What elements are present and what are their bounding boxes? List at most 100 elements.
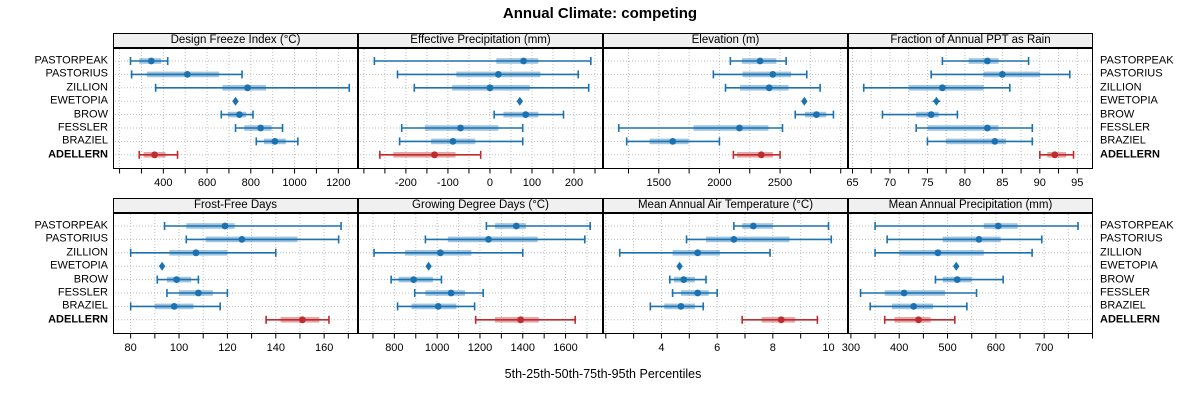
iqr-band xyxy=(503,111,539,118)
median-dot xyxy=(900,289,908,297)
median-dot xyxy=(485,236,492,243)
median-diamond xyxy=(801,96,808,106)
series-elevation-m-zillion xyxy=(724,83,821,92)
iqr-band xyxy=(742,223,773,229)
site-label-right-pastorpeak-row2: PASTORPEAK xyxy=(1100,219,1174,232)
series-effective-precipitation-mm-ewetopia xyxy=(516,96,523,106)
axis-tick-label: 1500 xyxy=(647,177,671,189)
axis-tick-label: 0 xyxy=(487,177,493,189)
median-dot xyxy=(953,276,961,283)
median-dot xyxy=(765,84,773,92)
series-fraction-of-annual-ppt-as-rain-fessler xyxy=(915,124,1034,132)
axis-tick-label: 160 xyxy=(315,342,333,354)
iqr-band xyxy=(983,71,1040,78)
axis-tick-label: 1400 xyxy=(511,342,535,354)
axis-tick-label: 100 xyxy=(170,342,188,354)
axis-tick-label: 140 xyxy=(267,342,285,354)
median-dot xyxy=(991,138,999,145)
median-dot xyxy=(221,222,229,230)
median-dot xyxy=(777,316,785,324)
series-growing-degree-days-c-braziel xyxy=(396,302,476,311)
axis-tick-label: 4 xyxy=(658,342,664,354)
median-dot xyxy=(434,303,442,310)
site-label-right-braziel-row1: BRAZIEL xyxy=(1100,134,1146,147)
median-dot xyxy=(934,249,942,257)
median-dot xyxy=(1051,151,1059,159)
series-fraction-of-annual-ppt-as-rain-ewetopia xyxy=(932,96,941,106)
axis-tick-label: 120 xyxy=(218,342,236,354)
series-growing-degree-days-c-zillion xyxy=(373,248,524,257)
median-dot xyxy=(183,71,191,78)
panel-border xyxy=(113,213,358,334)
series-growing-degree-days-c-pastorpeak xyxy=(485,222,591,230)
panel-strip-fraction-of-annual-ppt-as-rain: Fraction of Annual PPT as Rain xyxy=(848,33,1093,48)
axis-tick-label: 80 xyxy=(125,342,137,354)
median-dot xyxy=(257,124,265,132)
series-effective-precipitation-mm-adellern xyxy=(379,150,482,159)
median-dot xyxy=(769,71,777,78)
median-dot xyxy=(194,289,202,297)
median-dot xyxy=(939,84,946,92)
series-frost-free-days-pastorpeak xyxy=(163,222,342,230)
series-effective-precipitation-mm-fessler xyxy=(400,124,524,132)
median-dot xyxy=(522,111,530,118)
iqr-band xyxy=(737,152,773,158)
site-label-left-brow-row1: BROW xyxy=(73,108,108,121)
axis-tick-label: 700 xyxy=(1035,342,1053,354)
series-mean-annual-air-temperature-c-fessler xyxy=(671,289,718,297)
panel-plot-effective-precipitation-mm: -200 -100 0 100 200 xyxy=(358,48,603,189)
panel-plot-mean-annual-air-temperature-c: 4 6 8 10 xyxy=(603,213,848,354)
panel-border xyxy=(848,48,1093,169)
median-dot xyxy=(447,289,455,297)
site-label-right-adellern-row2: ADELLERN xyxy=(1100,313,1160,326)
axis-tick-label: 500 xyxy=(938,342,956,354)
axis-tick-label: -100 xyxy=(437,177,459,189)
series-mean-annual-precipitation-mm-braziel xyxy=(869,302,968,311)
series-growing-degree-days-c-fessler xyxy=(413,289,484,297)
site-label-right-pastorius-row2: PASTORIUS xyxy=(1100,232,1163,245)
axis-tick-label: 90 xyxy=(1034,177,1046,189)
series-elevation-m-pastorius xyxy=(712,70,808,79)
series-design-freeze-index-c-fessler xyxy=(234,124,284,132)
median-dot xyxy=(757,151,765,159)
axis-tick-label: 300 xyxy=(842,342,860,354)
series-growing-degree-days-c-ewetopia xyxy=(425,261,432,271)
site-label-right-fessler-row2: FESSLER xyxy=(1100,286,1151,299)
panel-strip-frost-free-days: Frost-Free Days xyxy=(113,198,358,213)
median-diamond xyxy=(425,261,432,271)
series-mean-annual-precipitation-mm-brow xyxy=(934,275,1004,284)
median-dot xyxy=(457,124,464,132)
median-dot xyxy=(669,138,677,145)
axis-tick-label: 200 xyxy=(565,177,583,189)
median-dot xyxy=(192,249,200,257)
axis-tick-label: 1000 xyxy=(425,342,449,354)
series-fraction-of-annual-ppt-as-rain-brow xyxy=(881,110,959,119)
series-mean-annual-precipitation-mm-ewetopia xyxy=(953,261,960,271)
axis-tick-label: 1200 xyxy=(468,342,492,354)
site-label-right-brow-row1: BROW xyxy=(1100,108,1135,121)
axis-tick-label: 75 xyxy=(921,177,933,189)
median-dot xyxy=(236,111,243,118)
series-fraction-of-annual-ppt-as-rain-zillion xyxy=(862,83,1011,92)
series-elevation-m-pastorpeak xyxy=(729,57,787,65)
median-dot xyxy=(983,57,991,65)
site-label-left-ewetopia-row1: EWETOPIA xyxy=(50,94,108,107)
median-dot xyxy=(173,276,181,283)
iqr-band xyxy=(899,250,984,256)
median-dot xyxy=(730,236,738,243)
axis-tick-label: 2500 xyxy=(768,177,792,189)
median-dot xyxy=(244,84,251,92)
series-design-freeze-index-c-adellern xyxy=(138,150,179,159)
site-label-left-adellern-row2: ADELLERN xyxy=(48,313,108,326)
median-diamond xyxy=(158,261,166,271)
median-dot xyxy=(680,276,688,283)
iqr-band xyxy=(393,152,456,158)
site-label-right-adellern-row1: ADELLERN xyxy=(1100,148,1160,161)
iqr-band xyxy=(946,138,1007,145)
series-design-freeze-index-c-ewetopia xyxy=(232,96,239,106)
iqr-band xyxy=(693,125,769,131)
series-mean-annual-air-temperature-c-pastorpeak xyxy=(733,222,830,230)
site-label-left-pastorpeak-row2: PASTORPEAK xyxy=(34,219,108,232)
chart-title: Annual Climate: competing xyxy=(502,5,698,22)
